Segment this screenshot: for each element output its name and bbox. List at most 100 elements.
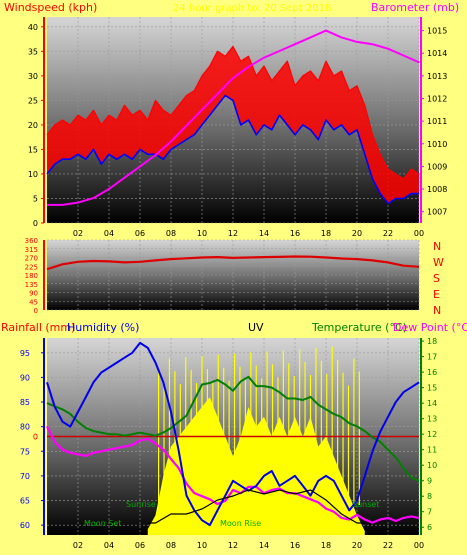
temperature-y-tick-label: 13 [427,415,437,424]
barometer-y-tick-label: 1012 [427,94,447,103]
temperature-y-tick-label: 7 [427,508,432,517]
conditions-x-tick-label: 18 [321,541,331,550]
temperature-y-tick-label: 12 [427,430,437,439]
wind-gust-area [47,46,419,204]
rainfall-legend: Rainfall (mm) [1,321,75,334]
wind-x-tick-label: 10 [197,229,207,238]
wind-x-tick-label: 00 [414,229,424,238]
humidity-legend: Humidity (%) [67,321,139,334]
conditions-x-tick-label: 06 [135,541,145,550]
wind-direction-line [46,255,420,271]
rainfall-y-tick-label: 0 [33,433,38,442]
wind-axis-title: Windspeed (kph) [4,1,97,14]
temperature-y-tick-label: 17 [427,353,437,362]
conditions-x-tick-label: 08 [166,541,176,550]
direction-y-tick-label: 90 [29,290,38,298]
conditions-x-tick-label: 20 [352,541,362,550]
wind-y-tick-label: 5 [33,194,38,203]
barometer-y-tick-label: 1010 [427,140,447,149]
barometer-axis-title: Barometer (mb) [371,1,459,14]
wind-x-tick-label: 08 [166,229,176,238]
wind-x-tick-label: 04 [104,229,114,238]
temperature-y-tick-label: 8 [427,492,432,501]
temperature-line [46,375,420,482]
barometer-y-tick-label: 1007 [427,208,447,217]
compass-n-top: N [433,240,441,253]
temperature-y-tick-label: 10 [427,461,437,470]
temperature-y-tick-label: 15 [427,384,437,393]
direction-y-tick-label: 180 [25,272,38,280]
compass-s: S [433,272,440,285]
wind-y-tick-label: 10 [28,170,38,179]
wind-average-line [46,94,419,205]
humidity-y-tick-label: 60 [20,521,30,530]
direction-y-tick-label: 315 [25,246,38,254]
wind-x-tick-label: 16 [290,229,300,238]
wind-y-tick-label: 35 [28,47,38,56]
graph-period-title: 24 hour graph to: 20 Sept 2018 [173,3,331,14]
barometer-y-tick-label: 1013 [427,72,447,81]
dew-point-line [46,425,420,524]
conditions-x-tick-label: 22 [383,541,393,550]
wind-x-tick-label: 18 [321,229,331,238]
compass-e: E [433,288,440,301]
compass-w: W [433,256,444,269]
wind-x-tick-label: 12 [228,229,238,238]
wind-y-tick-label: 20 [28,121,38,130]
humidity-line [46,341,420,527]
temperature-legend: Temperature (°C) [311,321,407,334]
wind-y-tick-label: 30 [28,72,38,81]
wind-x-tick-label: 22 [383,229,393,238]
temperature-y-tick-label: 18 [427,337,437,346]
barometer-y-tick-label: 1015 [427,27,447,36]
conditions-x-tick-label: 10 [197,541,207,550]
direction-y-tick-label: 0 [34,307,38,315]
sunset-label: Sunset [352,500,379,509]
barometer-y-tick-label: 1014 [427,49,447,58]
direction-y-tick-label: 135 [25,281,38,289]
wind-gust-line [46,45,420,180]
conditions-x-tick-label: 14 [259,541,269,550]
wind-y-tick-label: 0 [33,219,38,228]
uv-legend: UV [248,321,264,334]
conditions-x-tick-label: 00 [414,541,424,550]
direction-y-tick-label: 360 [25,237,38,245]
barometer-line [47,29,420,206]
humidity-y-tick-label: 65 [20,497,30,506]
humidity-y-tick-label: 90 [20,373,30,382]
humidity-y-tick-label: 75 [20,447,30,456]
humidity-y-tick-label: 70 [20,472,30,481]
moon-set-label: Moon Set [84,519,121,528]
conditions-x-tick-label: 04 [104,541,114,550]
compass-n-bottom: N [433,304,441,317]
barometer-y-tick-label: 1011 [427,117,447,126]
direction-y-tick-label: 225 [25,263,38,271]
direction-y-tick-label: 270 [25,255,38,263]
wind-y-tick-label: 25 [28,96,38,105]
moon-rise-label: Moon Rise [220,519,261,528]
barometer-y-tick-label: 1008 [427,185,447,194]
conditions-x-tick-label: 12 [228,541,238,550]
temperature-y-tick-label: 11 [427,446,437,455]
humidity-y-tick-label: 95 [20,349,30,358]
conditions-x-tick-label: 02 [73,541,83,550]
direction-y-tick-label: 45 [29,298,38,306]
wind-y-tick-label: 40 [28,23,38,32]
conditions-x-tick-label: 16 [290,541,300,550]
humidity-y-tick-label: 80 [20,423,30,432]
humidity-y-tick-label: 85 [20,398,30,407]
wind-x-tick-label: 14 [259,229,269,238]
chart-marks: 0510152025303540100710081009101010111012… [20,17,447,550]
sunrise-label: Sunrise [126,500,156,509]
wind-x-tick-label: 02 [73,229,83,238]
temperature-y-tick-label: 14 [427,399,437,408]
wind-x-tick-label: 20 [352,229,362,238]
barometer-y-tick-label: 1009 [427,162,447,171]
wind-y-tick-label: 15 [28,145,38,154]
wind-x-tick-label: 06 [135,229,145,238]
temperature-y-tick-label: 9 [427,477,432,486]
temperature-y-tick-label: 16 [427,368,437,377]
moon-phase-line [147,489,365,524]
